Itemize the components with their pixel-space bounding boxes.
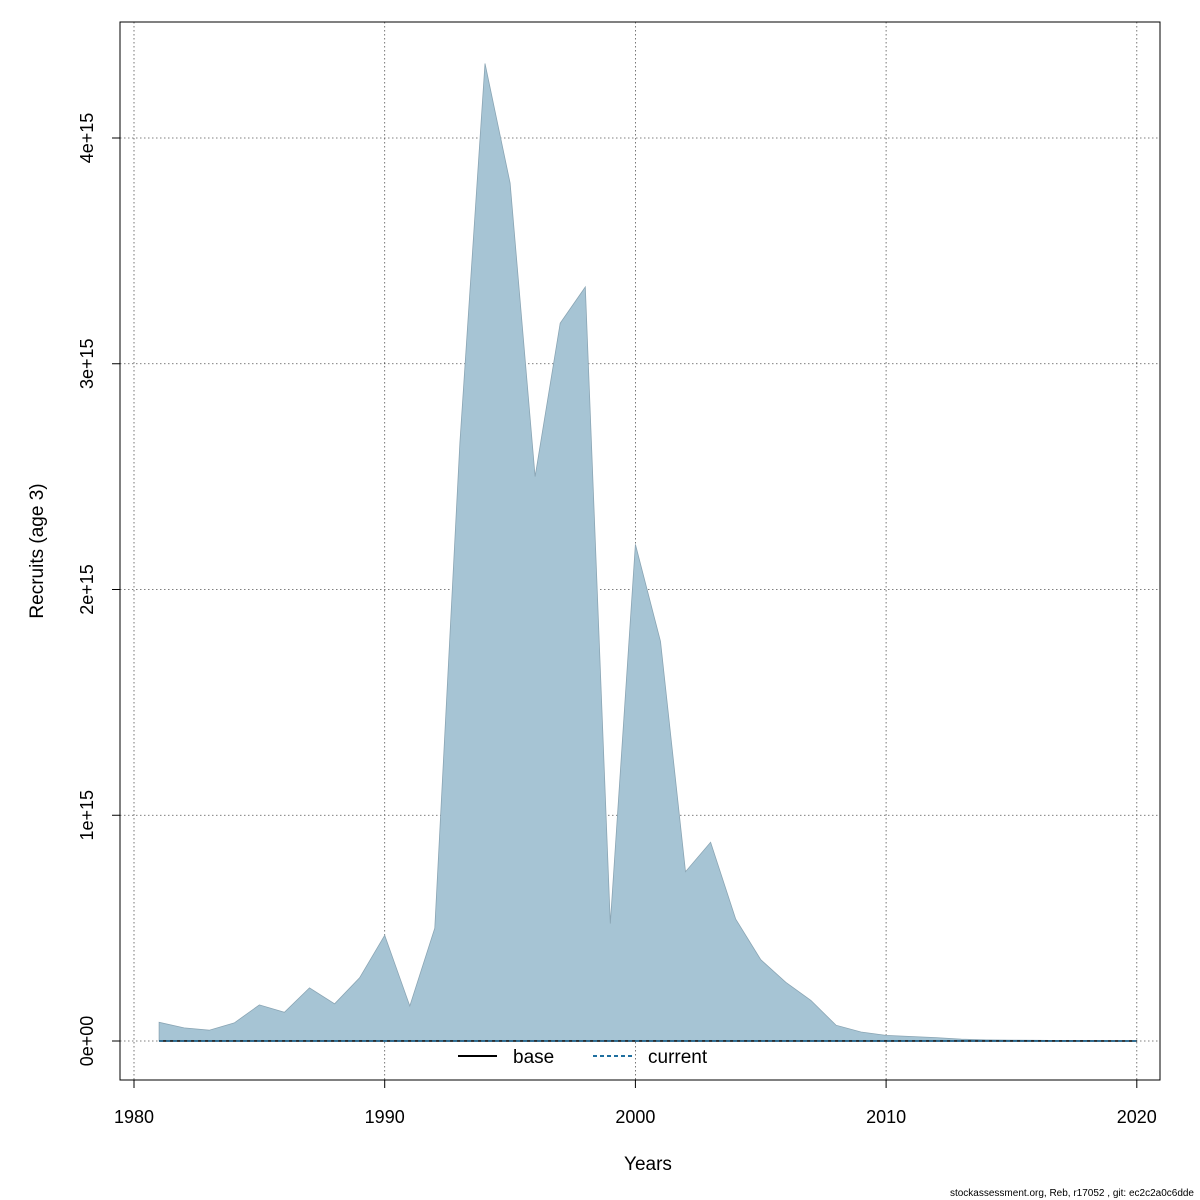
legend-label-base: base [513, 1047, 554, 1068]
y-tick-label-3: 3e+15 [77, 338, 97, 389]
x-tick-label-2020: 2020 [1117, 1107, 1157, 1127]
y-tick-label-2: 2e+15 [77, 564, 97, 615]
x-tick-label-2010: 2010 [866, 1107, 906, 1127]
band-area [158, 63, 1138, 1042]
y-axis-title: Recruits (age 3) [27, 483, 48, 618]
y-tick-label-1: 1e+15 [77, 790, 97, 841]
x-axis: 1980 1990 2000 2010 2020 [114, 1080, 1157, 1127]
x-axis-title: Years [624, 1154, 672, 1175]
x-tick-label-1980: 1980 [114, 1107, 154, 1127]
plot-frame [119, 21, 1161, 1081]
legend-label-current: current [648, 1047, 708, 1068]
y-axis: 0e+00 1e+15 2e+15 3e+15 4e+15 [77, 113, 120, 1067]
footer-credit: stockassessment.org, Reb, r17052 , git: … [950, 1188, 1194, 1199]
confidence-band [158, 63, 1138, 1042]
y-tick-label-4: 4e+15 [77, 113, 97, 164]
x-tick-label-1990: 1990 [365, 1107, 405, 1127]
y-tick-label-0: 0e+00 [77, 1016, 97, 1067]
legend: base current [458, 1047, 708, 1068]
x-tick-label-2000: 2000 [615, 1107, 655, 1127]
